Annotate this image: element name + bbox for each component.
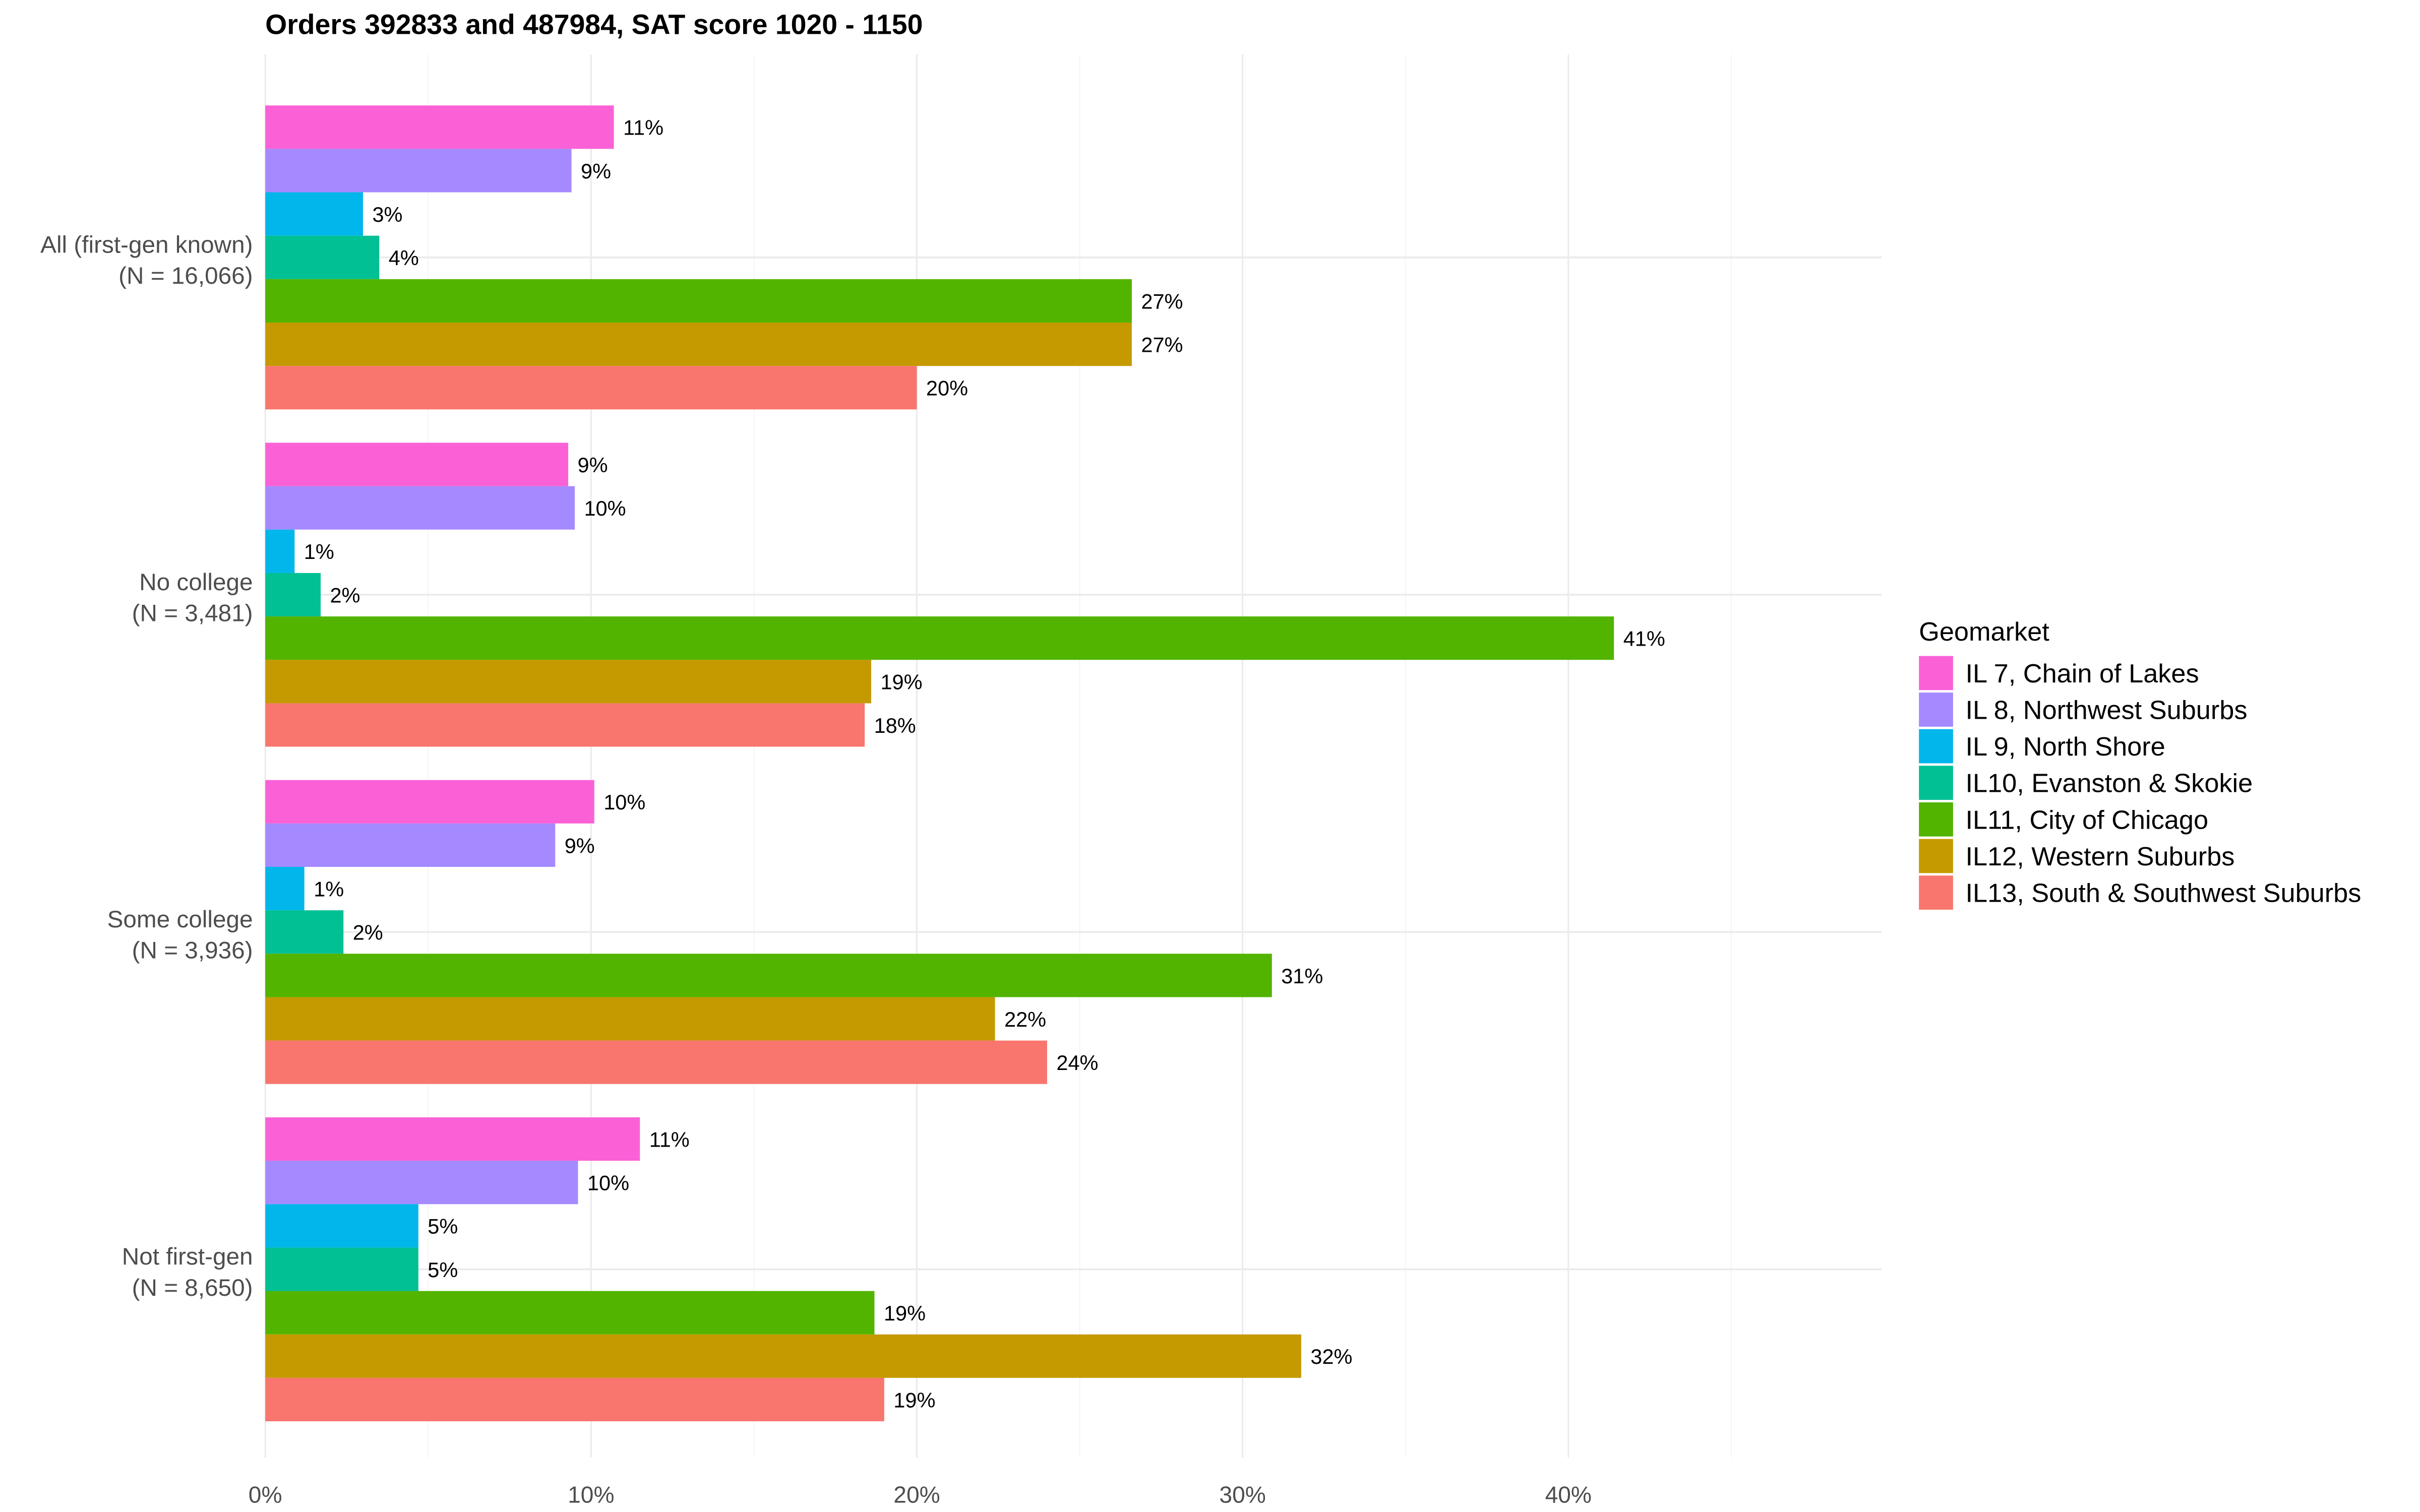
bar-value-label: 2% — [330, 583, 360, 607]
y-category-label: (N = 3,481) — [132, 600, 253, 626]
legend-swatch — [1919, 692, 1953, 727]
legend-label: IL12, Western Suburbs — [1965, 842, 2234, 871]
bar — [265, 1377, 884, 1421]
bar-value-label: 31% — [1281, 964, 1323, 988]
bar — [265, 1334, 1301, 1378]
bar — [265, 867, 305, 911]
bar-value-label: 9% — [565, 834, 595, 857]
y-category-label: All (first-gen known) — [40, 232, 253, 259]
x-tick-label: 10% — [568, 1482, 614, 1508]
legend-label: IL13, South & Southwest Suburbs — [1965, 879, 2361, 908]
legend-label: IL11, City of Chicago — [1965, 805, 2208, 835]
bar-value-label: 19% — [880, 670, 922, 694]
bar-value-label: 41% — [1623, 627, 1665, 651]
bar-value-label: 5% — [428, 1258, 458, 1282]
bar-value-label: 22% — [1004, 1007, 1046, 1031]
x-tick-label: 30% — [1219, 1482, 1265, 1508]
bar — [265, 823, 556, 867]
legend-label: IL 7, Chain of Lakes — [1965, 659, 2199, 688]
bar-value-label: 32% — [1310, 1345, 1352, 1368]
bar-value-label: 24% — [1056, 1051, 1098, 1075]
bar-value-label: 2% — [353, 921, 383, 944]
x-tick-label: 20% — [893, 1482, 940, 1508]
x-axis-labels: 0% 10% 20% 30% 40% — [249, 1482, 1592, 1508]
bar — [265, 910, 344, 954]
bar — [265, 529, 295, 573]
bar-value-label: 18% — [874, 714, 916, 737]
legend-label: IL 9, North Shore — [1965, 732, 2165, 762]
bar-value-label: 9% — [578, 453, 608, 477]
bar-value-label: 1% — [314, 877, 344, 901]
bar — [265, 486, 575, 530]
bar-value-label: 27% — [1141, 333, 1183, 356]
bar-value-label: 20% — [926, 376, 968, 400]
bar — [265, 105, 614, 149]
y-category-label: (N = 16,066) — [118, 263, 253, 289]
y-category-label: (N = 3,936) — [132, 937, 253, 964]
x-tick-label: 0% — [249, 1482, 282, 1508]
bar-value-label: 10% — [603, 790, 645, 814]
bar — [265, 366, 917, 410]
x-tick-label: 40% — [1545, 1482, 1592, 1508]
bar-value-label: 5% — [428, 1215, 458, 1238]
bar-value-label: 19% — [884, 1301, 926, 1325]
bar-value-label: 9% — [581, 159, 611, 183]
y-category-label: (N = 8,650) — [132, 1275, 253, 1301]
bar — [265, 235, 380, 279]
legend-swatch — [1919, 656, 1953, 690]
bar-value-label: 1% — [304, 540, 334, 563]
legend-label: IL10, Evanston & Skokie — [1965, 769, 2253, 798]
grid — [264, 54, 1882, 1458]
legend-title: Geomarket — [1919, 617, 2049, 647]
legend-swatch — [1919, 766, 1953, 800]
bar — [265, 1291, 875, 1335]
bar-value-label: 11% — [649, 1127, 690, 1151]
y-category-label: No college — [139, 569, 253, 596]
bar — [265, 149, 572, 193]
chart-title: Orders 392833 and 487984, SAT score 1020… — [265, 9, 923, 40]
bar — [265, 323, 1132, 366]
legend-swatch — [1919, 839, 1953, 873]
legend-swatch — [1919, 729, 1953, 764]
legend: Geomarket IL 7, Chain of Lakes IL 8, Nort… — [1919, 617, 2361, 910]
bar — [265, 192, 363, 236]
bar-value-label: 27% — [1141, 289, 1183, 313]
bar — [265, 573, 321, 617]
bar — [265, 1204, 418, 1248]
bar — [265, 1161, 578, 1205]
bar — [265, 443, 569, 486]
bar-value-label: 19% — [893, 1388, 935, 1412]
bar — [265, 703, 865, 747]
bar — [265, 279, 1132, 323]
bar — [265, 1247, 418, 1291]
bar-value-label: 11% — [623, 116, 663, 140]
bar — [265, 1040, 1047, 1084]
bar — [265, 1117, 640, 1161]
legend-swatch — [1919, 802, 1953, 837]
legend-label: IL 8, Northwest Suburbs — [1965, 696, 2247, 725]
bar — [265, 660, 871, 704]
bar — [265, 954, 1272, 997]
bar — [265, 997, 995, 1041]
y-axis-labels: All (first-gen known) (N = 16,066) No coll… — [40, 232, 253, 1301]
y-category-label: Some college — [107, 906, 253, 933]
bar-value-label: 4% — [389, 246, 419, 270]
bar — [265, 616, 1614, 660]
y-category-label: Not first-gen — [122, 1243, 253, 1270]
bars: 11% 9% 10% 11% 9% 10% 9% 10% 3% 1% 1% 5% 4% 2% 2% 5% 27%… — [265, 105, 1665, 1421]
bar-value-label: 10% — [587, 1171, 629, 1195]
bar — [265, 780, 594, 824]
bar-value-label: 10% — [584, 496, 626, 520]
bar-value-label: 3% — [372, 203, 402, 226]
legend-swatch — [1919, 875, 1953, 910]
